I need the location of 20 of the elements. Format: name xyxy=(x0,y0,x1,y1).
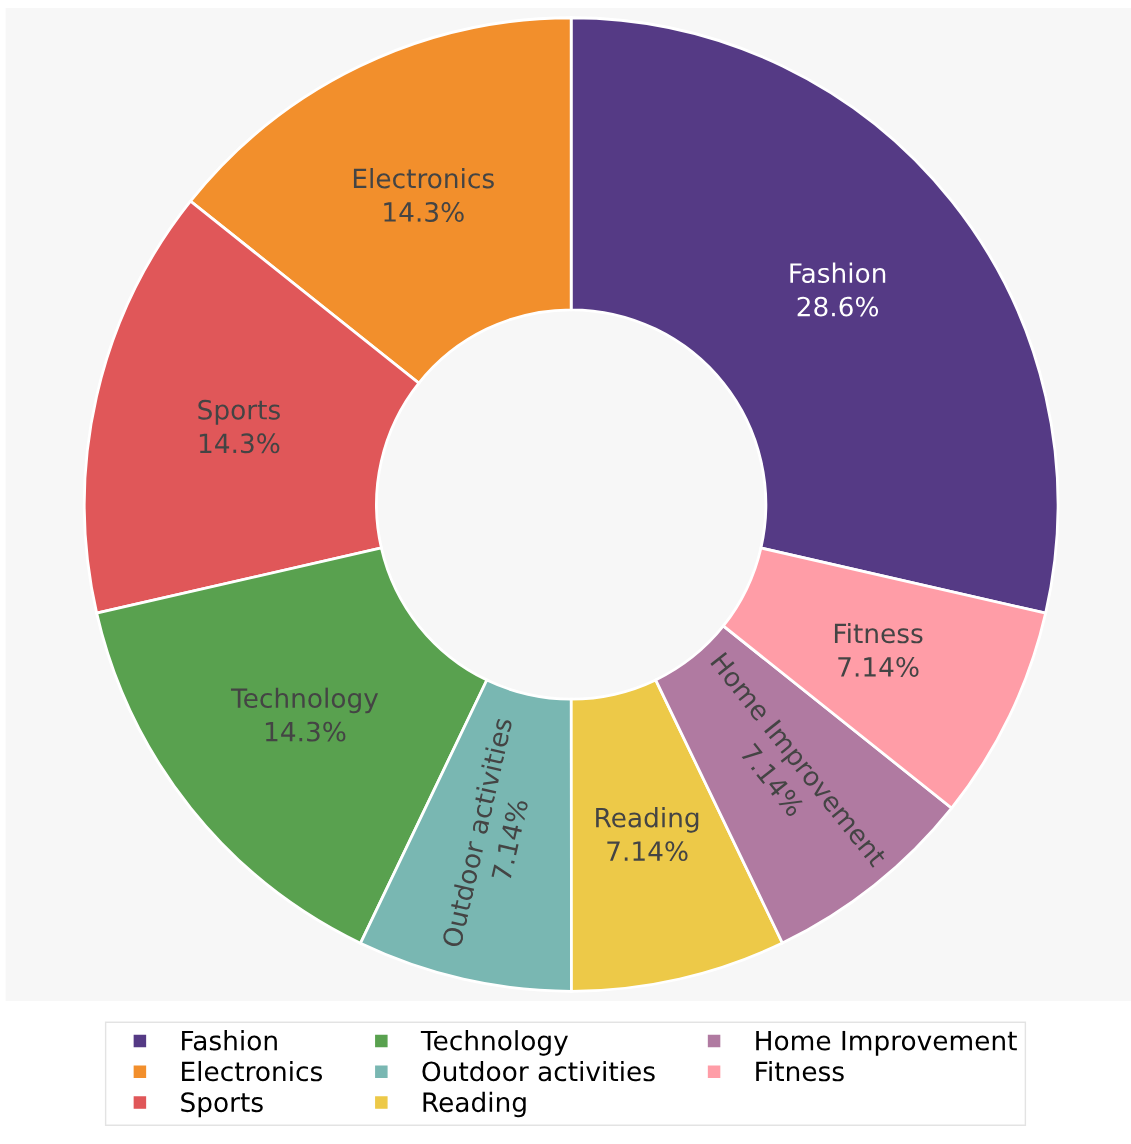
data-label: 7.14% xyxy=(838,656,919,677)
slice-label: Sports xyxy=(198,399,280,425)
legend-label: Outdoor activities xyxy=(422,1060,655,1082)
legend-label: Reading xyxy=(423,1091,526,1118)
slice-label: Electronics xyxy=(353,167,494,189)
data-label: 14.3% xyxy=(384,202,464,222)
legend-label: Fitness xyxy=(756,1060,844,1082)
legend-label: Sports xyxy=(181,1092,263,1118)
slice-label: Technology xyxy=(230,687,379,714)
legend-label: Electronics xyxy=(182,1060,322,1082)
slice-label: Fashion xyxy=(790,262,886,284)
slice-label: Fitness xyxy=(834,622,923,644)
legend-label: Technology xyxy=(420,1030,568,1056)
slice-label: Reading xyxy=(596,807,699,833)
data-label: 28.6% xyxy=(797,296,879,317)
data-label: 7.14% xyxy=(607,841,688,862)
legend-label: Home Improvement xyxy=(756,1030,1017,1056)
legend-label: Fashion xyxy=(182,1030,277,1051)
data-label: 14.3% xyxy=(265,721,346,742)
data-label: 14.3% xyxy=(199,433,280,454)
